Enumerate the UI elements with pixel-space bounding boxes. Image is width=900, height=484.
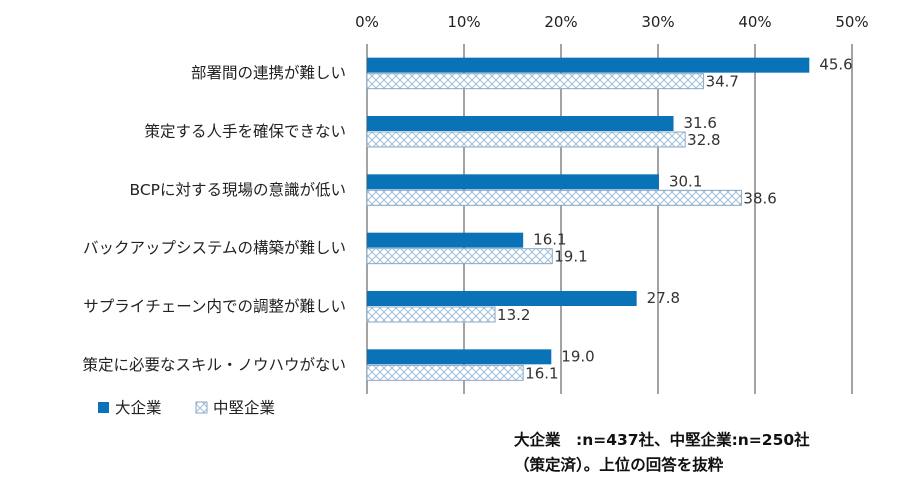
- note-line-1: 大企業 :n=437社、中堅企業:n=250社: [514, 431, 810, 449]
- data-label-midsize: 32.8: [687, 131, 720, 149]
- data-label-large: 19.0: [561, 347, 594, 365]
- bar-large-enterprise: [367, 349, 552, 365]
- data-label-large: 16.1: [533, 231, 566, 249]
- category-label: バックアップシステムの構築が難しい: [83, 239, 346, 257]
- bar-chart: 0% 10% 20% 30% 40% 50% 部署間の連携が難しい策定する人手を確保できな…: [82, 13, 869, 417]
- bar-midsize-enterprise: [366, 306, 496, 323]
- data-label-large: 45.6: [819, 56, 852, 74]
- grid-lines: [366, 44, 853, 394]
- x-tick-label: 50%: [835, 13, 868, 31]
- data-label-midsize: 16.1: [525, 364, 558, 382]
- category-label: BCPに対する現場の意識が低い: [129, 180, 346, 199]
- legend-label-large: 大企業: [115, 399, 162, 417]
- bar-large-enterprise: [367, 232, 524, 248]
- data-label-midsize: 19.1: [554, 248, 587, 266]
- bar-midsize-enterprise: [366, 364, 524, 381]
- bar-midsize-enterprise: [366, 248, 553, 265]
- bar-large-enterprise: [367, 116, 674, 131]
- bar-midsize-enterprise: [366, 131, 686, 148]
- x-tick-label: 30%: [641, 13, 674, 31]
- data-label-midsize: 13.2: [497, 306, 530, 324]
- bars: [366, 57, 810, 381]
- bar-large-enterprise: [367, 291, 637, 306]
- bar-midsize-enterprise: [366, 73, 705, 90]
- bar-large-enterprise: [367, 57, 810, 73]
- data-label-midsize: 34.7: [706, 73, 739, 91]
- sample-size-note: 大企業 :n=437社、中堅企業:n=250社 （策定済）。上位の回答を抜粋: [514, 428, 894, 478]
- category-label: 策定に必要なスキル・ノウハウがない: [82, 356, 346, 374]
- data-labels: 45.634.731.632.830.138.616.119.127.813.2…: [497, 56, 853, 383]
- legend-swatch-midsize: [195, 401, 208, 414]
- category-label: 策定する人手を確保できない: [144, 123, 346, 141]
- legend: 大企業 中堅企業: [98, 399, 275, 417]
- data-label-midsize: 38.6: [743, 189, 776, 207]
- note-line-2: （策定済）。上位の回答を抜粋: [514, 456, 724, 474]
- x-tick-label: 0%: [355, 13, 379, 31]
- bar-large-enterprise: [367, 174, 659, 190]
- data-label-large: 27.8: [647, 289, 680, 307]
- x-axis-ticks: 0% 10% 20% 30% 40% 50%: [355, 13, 869, 31]
- x-tick-label: 20%: [544, 13, 577, 31]
- category-label: サプライチェーン内での調整が難しい: [83, 298, 346, 316]
- category-label: 部署間の連携が難しい: [191, 64, 346, 82]
- bar-midsize-enterprise: [366, 189, 742, 206]
- data-label-large: 31.6: [684, 114, 717, 132]
- x-tick-label: 10%: [447, 13, 480, 31]
- legend-swatch-large: [98, 402, 109, 413]
- x-tick-label: 40%: [738, 13, 771, 31]
- data-label-large: 30.1: [669, 172, 702, 190]
- legend-label-midsize: 中堅企業: [213, 399, 275, 417]
